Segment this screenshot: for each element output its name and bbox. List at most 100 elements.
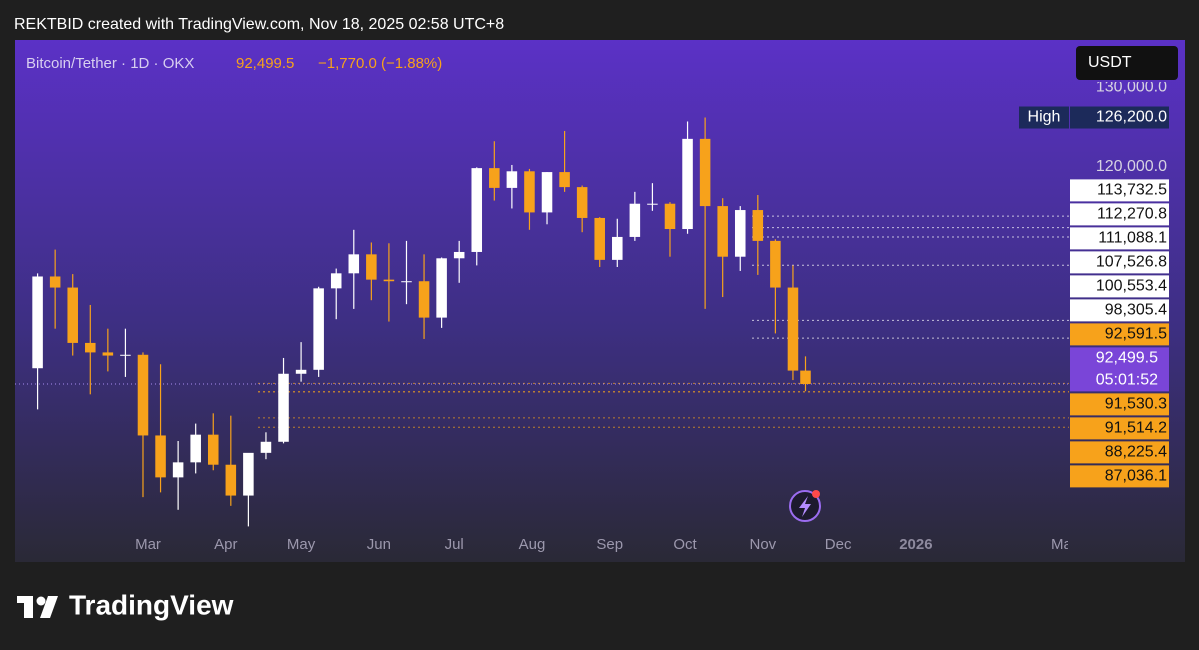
y-tick-label: 130,000.0 — [1096, 79, 1167, 96]
candle-body — [313, 288, 324, 370]
currency-button-bg — [1076, 46, 1178, 80]
high-value-bg — [1070, 106, 1169, 129]
x-tick-label: Mar — [1051, 536, 1077, 553]
candle-body — [506, 171, 518, 188]
logo: TradingView — [17, 589, 234, 620]
candle-body — [471, 168, 483, 252]
level-box — [1070, 417, 1169, 440]
candle-body — [647, 203, 658, 205]
currency-button[interactable]: USDT — [1076, 46, 1178, 80]
y-tick-label: 120,000.0 — [1096, 158, 1167, 175]
chart-panel — [15, 40, 1185, 562]
level-label: 87,036.1 — [1105, 468, 1167, 485]
candle-body — [752, 210, 764, 241]
price-change: −1,770.0 (−1.88%) — [318, 55, 442, 72]
candle-body — [278, 373, 289, 442]
current-price-label: 92,499.5 — [1096, 350, 1158, 367]
current-price-box — [1070, 347, 1169, 392]
candle-body — [717, 206, 728, 257]
level-box — [1070, 299, 1169, 322]
level-box — [1070, 393, 1169, 416]
candle-body — [348, 254, 360, 274]
candle-body — [787, 287, 799, 371]
countdown: 05:01:52 — [1096, 372, 1158, 389]
level-label: 111,088.1 — [1098, 230, 1167, 247]
level-label: 100,553.4 — [1096, 278, 1167, 295]
x-tick-label: Dec — [825, 536, 852, 553]
level-label: 113,732.5 — [1097, 182, 1167, 199]
candle-body — [576, 187, 588, 218]
symbol-title: Bitcoin/Tether · 1D · OKX — [26, 55, 194, 72]
x-tick-label: Sep — [596, 536, 623, 553]
candle-body — [330, 273, 342, 289]
plot-area — [15, 117, 1069, 527]
x-tick-label: Oct — [673, 536, 697, 553]
candle-body — [559, 172, 570, 188]
candle-body — [49, 276, 61, 288]
candle-body — [207, 434, 219, 465]
level-box — [1070, 323, 1169, 346]
candle-body — [85, 342, 96, 353]
candle-body — [295, 369, 307, 374]
candle-body — [366, 254, 377, 280]
candle-body — [418, 281, 430, 318]
level-box — [1070, 251, 1169, 274]
candle-body — [800, 370, 811, 385]
level-box — [1070, 227, 1169, 250]
candle-body — [594, 217, 605, 260]
x-tick-label: Jun — [367, 536, 391, 553]
candle-body — [67, 287, 78, 343]
candle-body — [489, 168, 500, 188]
last-price: 92,499.5 — [236, 55, 294, 72]
candle-body — [260, 441, 272, 453]
x-tick-label: Apr — [214, 536, 237, 553]
candle-body — [612, 236, 623, 260]
alert-bolt — [799, 496, 811, 517]
y-axis: 130,000.0 120,000.0 High 126,200.0 113,732.5… — [1019, 79, 1169, 488]
candle-body — [664, 203, 676, 230]
candle-body — [734, 210, 746, 257]
candle-body — [629, 203, 641, 237]
candle-body — [401, 281, 412, 283]
logo-slash — [40, 596, 58, 618]
candle-body — [155, 435, 166, 478]
level-box — [1070, 275, 1169, 298]
candle-body — [453, 251, 465, 259]
level-box — [1070, 465, 1169, 488]
level-box — [1070, 179, 1169, 202]
candle-body — [436, 258, 447, 318]
level-box — [1070, 203, 1169, 226]
high-name: High — [1028, 109, 1061, 126]
level-label: 98,305.4 — [1105, 302, 1167, 319]
candle-body — [225, 464, 237, 496]
x-tick-label: May — [287, 536, 316, 553]
attribution: REKTBID created with TradingView.com, No… — [14, 16, 504, 33]
candle-body — [120, 354, 131, 356]
alert-dot — [812, 490, 820, 498]
candle-body — [32, 276, 43, 369]
level-label: 107,526.8 — [1096, 254, 1167, 271]
currency-label: USDT — [1088, 54, 1132, 71]
logo-dot — [36, 596, 46, 606]
high-name-bg — [1019, 106, 1069, 129]
level-box — [1070, 441, 1169, 464]
candle-body — [524, 171, 535, 213]
candle-body — [682, 138, 693, 230]
candle-body — [243, 452, 254, 496]
x-tick-label: Aug — [519, 536, 546, 553]
candle-body — [541, 172, 553, 213]
candle-body — [137, 354, 149, 436]
x-axis: Mar Apr May Jun Jul Aug Sep Oct Nov Dec 2026 Mar — [135, 536, 1077, 553]
x-tick-label: Jul — [445, 536, 464, 553]
alert-icon[interactable] — [789, 490, 821, 522]
candle-body — [770, 240, 781, 288]
level-label: 91,514.2 — [1105, 420, 1167, 437]
candle-body — [699, 138, 711, 207]
candle-body — [102, 352, 114, 356]
x-tick-label: Mar — [135, 536, 161, 553]
x-tick-label: 2026 — [899, 536, 932, 553]
candle-body — [383, 279, 395, 282]
level-label: 92,591.5 — [1105, 326, 1167, 343]
